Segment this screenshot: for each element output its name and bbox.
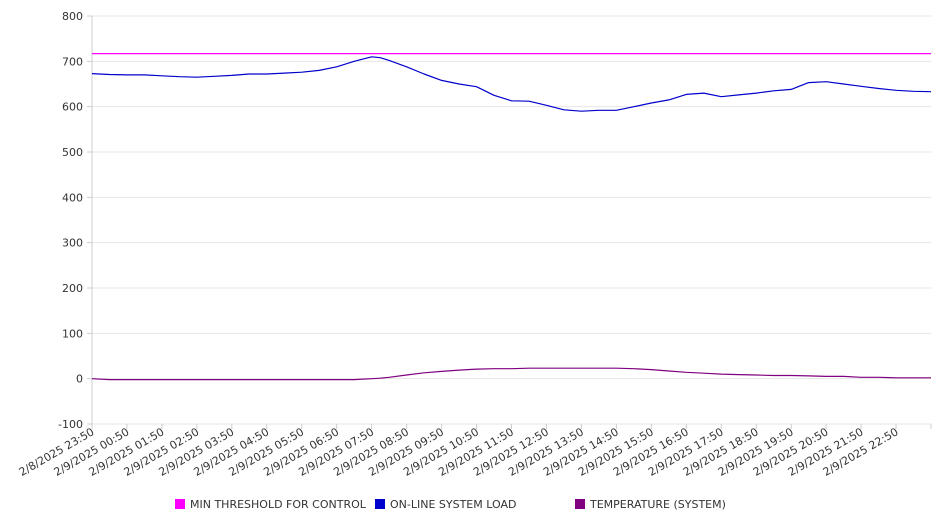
legend-swatch-system-load	[375, 499, 385, 509]
temperature-line	[91, 367, 931, 381]
legend-label-temperature: TEMPERATURE (SYSTEM)	[590, 498, 726, 511]
y-tick-label: 500	[62, 146, 83, 159]
legend: MIN THRESHOLD FOR CONTROL ON-LINE SYSTEM…	[0, 498, 946, 514]
grid-lines	[92, 15, 931, 425]
legend-item-system-load[interactable]: ON-LINE SYSTEM LOAD	[375, 498, 516, 511]
legend-item-temperature[interactable]: TEMPERATURE (SYSTEM)	[575, 498, 726, 511]
legend-label-system-load: ON-LINE SYSTEM LOAD	[390, 498, 517, 511]
y-tick-label: 200	[62, 282, 83, 295]
y-tick-label: 800	[62, 10, 83, 23]
y-axis-ticks: -100 0 100 200 300 400 500 600 700 800	[58, 10, 92, 431]
legend-swatch-temperature	[575, 499, 585, 509]
legend-swatch-threshold	[175, 499, 185, 509]
y-tick-label: 100	[62, 327, 83, 340]
legend-item-threshold[interactable]: MIN THRESHOLD FOR CONTROL	[175, 498, 366, 511]
system-load-line	[91, 56, 932, 112]
y-tick-label: -100	[58, 418, 83, 431]
line-chart: -100 0 100 200 300 400 500 600 700 800 2/8/2025 2…	[17, 10, 932, 479]
y-tick-label: 600	[62, 101, 83, 114]
y-tick-label: 0	[76, 373, 83, 386]
y-tick-label: 400	[62, 191, 83, 204]
x-axis-ticks: 2/8/2025 23:502/9/2025 00:502/9/2025 01:…	[17, 424, 932, 479]
y-tick-label: 700	[62, 55, 83, 68]
y-tick-label: 300	[62, 237, 83, 250]
legend-label-threshold: MIN THRESHOLD FOR CONTROL	[190, 498, 366, 511]
series-lines	[91, 52, 932, 381]
